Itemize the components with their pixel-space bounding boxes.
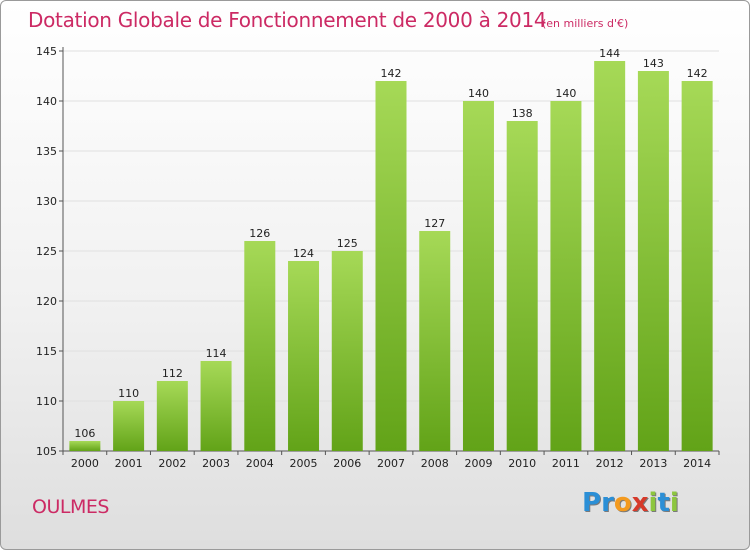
bar — [156, 381, 188, 451]
x-tick-label: 2001 — [115, 457, 143, 470]
bar-value-label: 138 — [512, 107, 533, 120]
x-tick-label: 2003 — [202, 457, 230, 470]
bar-value-label: 126 — [249, 227, 270, 240]
y-tick-label: 125 — [36, 245, 57, 258]
bar — [550, 101, 582, 451]
x-tick-label: 2010 — [508, 457, 536, 470]
x-tick-label: 2006 — [333, 457, 361, 470]
logo-letter: x — [631, 488, 649, 518]
bar-value-label: 112 — [162, 367, 183, 380]
bar-value-label: 142 — [687, 67, 708, 80]
x-tick-label: 2009 — [464, 457, 492, 470]
y-tick-label: 135 — [36, 145, 57, 158]
x-tick-label: 2013 — [639, 457, 667, 470]
bar — [288, 261, 320, 451]
bar — [681, 81, 713, 451]
y-tick-label: 130 — [36, 195, 57, 208]
logo-letter: i — [648, 488, 658, 518]
bar — [69, 441, 101, 451]
labels: 105 110 115 120 125 130 135 140 145 106 2000 110 200… — [36, 45, 711, 470]
y-tick-label: 140 — [36, 95, 57, 108]
bar-value-label: 125 — [337, 237, 358, 250]
bar — [244, 241, 276, 451]
bar — [113, 401, 145, 451]
x-tick-label: 2012 — [596, 457, 624, 470]
x-tick-label: 2000 — [71, 457, 99, 470]
bars — [69, 61, 713, 451]
x-tick-label: 2005 — [290, 457, 318, 470]
y-tick-label: 120 — [36, 295, 57, 308]
bar — [200, 361, 232, 451]
bar-value-label: 140 — [555, 87, 576, 100]
bar — [462, 101, 494, 451]
bar-value-label: 127 — [424, 217, 445, 230]
y-tick-label: 145 — [36, 45, 57, 58]
x-tick-label: 2011 — [552, 457, 580, 470]
proxiti-logo[interactable]: Proxiti — [582, 488, 679, 518]
bar-value-label: 106 — [74, 427, 95, 440]
bar — [331, 251, 363, 451]
bar-value-label: 143 — [643, 57, 664, 70]
y-tick-label: 110 — [36, 395, 57, 408]
bar-value-label: 114 — [206, 347, 227, 360]
logo-letter: o — [613, 488, 632, 518]
chart-unit: (en milliers d'€) — [542, 17, 629, 30]
bar-value-label: 110 — [118, 387, 139, 400]
bar — [375, 81, 407, 451]
y-tick-label: 105 — [36, 445, 57, 458]
y-tick-label: 115 — [36, 345, 57, 358]
bar — [506, 121, 538, 451]
chart-title: Dotation Globale de Fonctionnement de 20… — [28, 8, 547, 32]
logo-letter: t — [657, 488, 670, 518]
bar-value-label: 140 — [468, 87, 489, 100]
bar — [637, 71, 669, 451]
logo-letter: P — [582, 488, 602, 518]
x-tick-label: 2007 — [377, 457, 405, 470]
logo-letter: r — [601, 488, 614, 518]
bar-value-label: 144 — [599, 47, 620, 60]
x-tick-label: 2004 — [246, 457, 274, 470]
x-tick-label: 2014 — [683, 457, 711, 470]
bar — [419, 231, 451, 451]
bar-value-label: 142 — [381, 67, 402, 80]
bar-value-label: 124 — [293, 247, 314, 260]
x-tick-label: 2008 — [421, 457, 449, 470]
commune-name: OULMES — [32, 496, 109, 518]
logo-letter: i — [669, 488, 679, 518]
x-tick-label: 2002 — [158, 457, 186, 470]
bar — [594, 61, 626, 451]
